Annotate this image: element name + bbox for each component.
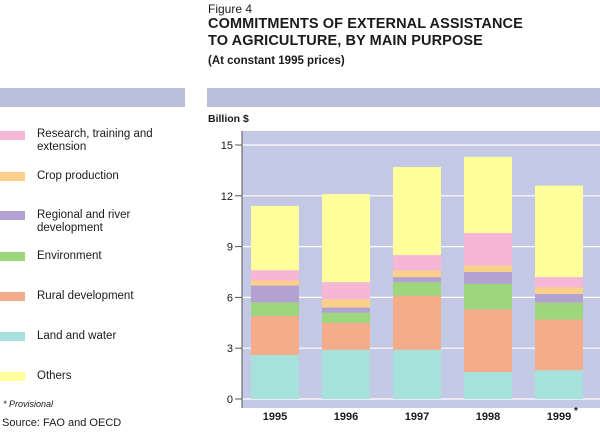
- bar-segment: [464, 371, 512, 399]
- chart-header-band: [207, 88, 600, 107]
- bar-segment: [535, 319, 583, 371]
- bar-segment: [464, 265, 512, 272]
- legend-swatch-regional: [0, 211, 25, 220]
- bar-segment: [464, 283, 512, 310]
- x-tick-label: 1998: [476, 411, 500, 423]
- figure-label: Figure 4: [208, 2, 253, 16]
- bar-segment: [322, 312, 370, 323]
- bar-segment: [251, 205, 299, 271]
- source-note: Source: FAO and OECD: [2, 417, 122, 429]
- bar-segment: [322, 349, 370, 399]
- chart-subtitle: (At constant 1995 prices): [208, 55, 345, 67]
- bar-segment: [322, 299, 370, 308]
- chart-title: COMMITMENTS OF EXTERNAL ASSISTANCE TO AG…: [208, 16, 523, 50]
- legend-swatch-rural-development: [0, 292, 25, 301]
- x-tick-label: 1995: [263, 411, 287, 423]
- legend-label-crop-production: Crop production: [37, 170, 119, 182]
- y-tick-label: 0: [227, 394, 233, 406]
- bar-segment: [393, 277, 441, 283]
- bar-segment: [535, 294, 583, 303]
- bar-segment: [322, 282, 370, 300]
- bar-segment: [251, 354, 299, 399]
- legend-swatch-others: [0, 372, 25, 381]
- x-tick-label: 1996: [334, 411, 358, 423]
- bar-segment: [464, 309, 512, 372]
- legend-header-band: [0, 88, 185, 107]
- bar-segment: [322, 307, 370, 313]
- bar-segment: [464, 272, 512, 284]
- legend-label-regional: Regional and river development: [37, 209, 130, 235]
- bar-segment: [251, 280, 299, 286]
- bar-segment: [251, 285, 299, 303]
- bar-segment: [535, 302, 583, 320]
- chart-title-line1: COMMITMENTS OF EXTERNAL ASSISTANCE: [208, 16, 523, 32]
- bar-segment: [393, 270, 441, 278]
- y-tick-label: 3: [227, 343, 233, 355]
- legend-swatch-crop-production: [0, 172, 25, 181]
- bar-segment: [535, 185, 583, 278]
- legend-label-environment: Environment: [37, 250, 102, 262]
- bar-segment: [251, 316, 299, 355]
- y-tick-label: 6: [227, 292, 233, 304]
- legend-swatch-research: [0, 131, 25, 140]
- legend-label-regional-line1: Regional and river: [37, 209, 131, 221]
- bar-segment: [535, 370, 583, 399]
- bar-segment: [464, 233, 512, 266]
- bar-segment: [393, 349, 441, 399]
- bar-segment: [251, 270, 299, 281]
- bar-segment: [251, 302, 299, 317]
- bar-segment: [535, 287, 583, 295]
- legend-label-regional-line2: development: [37, 222, 103, 234]
- bar-segment: [393, 295, 441, 350]
- bar-segment: [393, 167, 441, 256]
- bar-segment: [464, 156, 512, 234]
- x-tick-footnote-mark: *: [574, 406, 578, 417]
- legend-label-land-and-water: Land and water: [37, 330, 117, 342]
- y-tick-label: 15: [221, 140, 233, 152]
- bar-segment: [535, 277, 583, 288]
- bar-segment: [393, 255, 441, 271]
- provisional-note: * Provisional: [3, 399, 54, 409]
- legend-label-others: Others: [37, 370, 72, 382]
- y-tick-label: 9: [227, 242, 233, 254]
- chart-title-line2: TO AGRICULTURE, BY MAIN PURPOSE: [208, 33, 483, 49]
- legend-label-research-line2: extension: [37, 141, 87, 153]
- legend-swatch-environment: [0, 252, 25, 261]
- bar-segment: [322, 322, 370, 350]
- legend-label-research-line1: Research, training and: [37, 128, 153, 140]
- bar-segment: [393, 282, 441, 296]
- legend-label-research: Research, training and extension: [37, 128, 153, 154]
- y-tick-label: 12: [221, 191, 233, 203]
- x-tick-label: 1997: [405, 411, 429, 423]
- legend-label-rural-development: Rural development: [37, 290, 134, 302]
- x-tick-label: 1999: [547, 411, 571, 423]
- legend-swatch-land-and-water: [0, 332, 25, 341]
- bar-segment: [322, 194, 370, 283]
- y-axis-label: Billion $: [208, 113, 249, 125]
